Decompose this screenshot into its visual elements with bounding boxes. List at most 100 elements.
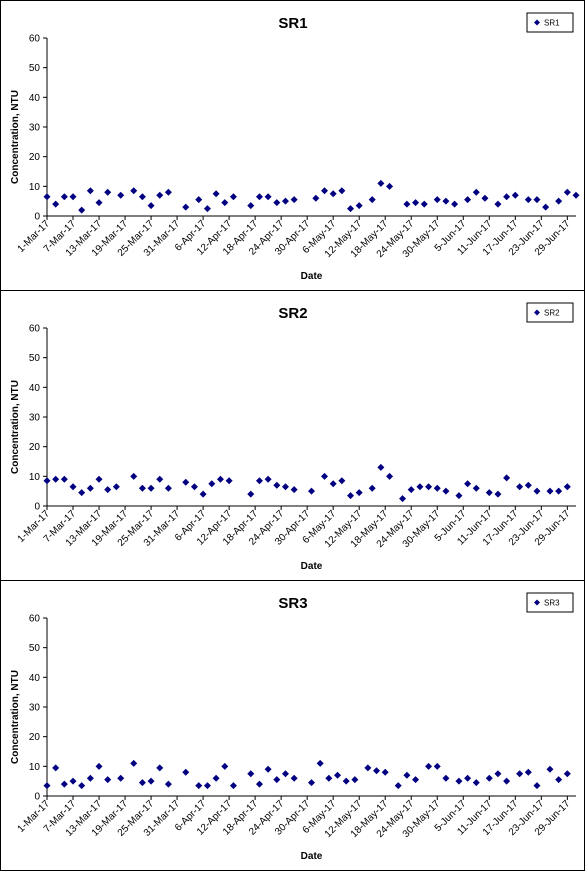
- data-point: [546, 765, 554, 773]
- y-axis-label: Concentration, NTU: [10, 670, 21, 764]
- y-tick-label: 60: [29, 614, 41, 625]
- data-point: [342, 777, 350, 785]
- data-point: [43, 193, 51, 201]
- chart-sr1: SR101020304050601-Mar-177-Mar-1713-Mar-1…: [10, 12, 580, 282]
- data-point: [112, 483, 120, 491]
- legend-box: [526, 302, 574, 323]
- data-point: [355, 202, 363, 210]
- data-point: [104, 188, 112, 196]
- y-tick-label: 40: [29, 93, 41, 104]
- data-point: [208, 480, 216, 488]
- data-point: [355, 489, 363, 497]
- legend-marker: [534, 19, 540, 26]
- data-point: [524, 768, 532, 776]
- data-point: [377, 179, 385, 187]
- data-point: [472, 188, 480, 196]
- data-point: [264, 475, 272, 483]
- data-point: [156, 475, 164, 483]
- data-point: [86, 187, 94, 195]
- data-point: [264, 193, 272, 201]
- data-point: [290, 774, 298, 782]
- y-tick-label: 60: [29, 324, 41, 335]
- data-point: [312, 194, 320, 202]
- data-point: [572, 191, 580, 199]
- y-tick-label: 60: [29, 34, 41, 45]
- data-point: [203, 782, 211, 790]
- data-point: [464, 196, 472, 204]
- legend-box: [526, 592, 574, 613]
- data-point: [464, 774, 472, 782]
- y-tick-label: 30: [29, 703, 41, 714]
- data-point: [86, 484, 94, 492]
- data-point: [255, 193, 263, 201]
- data-point: [164, 188, 172, 196]
- data-point: [130, 187, 138, 195]
- data-point: [533, 196, 541, 204]
- data-point: [212, 190, 220, 198]
- data-point: [503, 474, 511, 482]
- data-point: [221, 199, 229, 207]
- y-axis-label: Concentration, NTU: [10, 380, 21, 474]
- data-point: [455, 492, 463, 500]
- data-point: [347, 205, 355, 213]
- data-point: [273, 199, 281, 207]
- data-point: [156, 191, 164, 199]
- data-point: [147, 202, 155, 210]
- data-point: [442, 487, 450, 495]
- data-point: [485, 774, 493, 782]
- legend-marker: [534, 599, 540, 606]
- data-point: [494, 200, 502, 208]
- data-point: [281, 483, 289, 491]
- data-point: [533, 487, 541, 495]
- data-point: [281, 770, 289, 778]
- data-point: [216, 475, 224, 483]
- data-point: [247, 770, 255, 778]
- data-point: [373, 767, 381, 775]
- data-point: [425, 762, 433, 770]
- y-axis-label: Concentration, NTU: [10, 90, 21, 184]
- data-point: [247, 490, 255, 498]
- data-point: [60, 475, 68, 483]
- data-point: [117, 191, 125, 199]
- data-point: [433, 762, 441, 770]
- data-point: [381, 768, 389, 776]
- data-point: [524, 481, 532, 489]
- data-point: [130, 759, 138, 767]
- y-tick-label: 30: [29, 123, 41, 134]
- data-point: [503, 777, 511, 785]
- chart-title: SR2: [278, 305, 307, 322]
- y-tick-label: 50: [29, 63, 41, 74]
- x-axis-label: Date: [301, 851, 323, 862]
- data-point: [442, 774, 450, 782]
- data-point: [485, 489, 493, 497]
- data-point: [394, 782, 402, 790]
- chart-panel-sr1: SR1 0 10 20 30 40 50 60 1-Mar-17 7-Mar-17 13-Mar-1…: [0, 0, 585, 291]
- data-point: [255, 477, 263, 485]
- legend-label: SR1: [544, 19, 560, 28]
- data-point: [138, 193, 146, 201]
- data-point: [524, 196, 532, 204]
- data-point: [555, 776, 563, 784]
- data-point: [60, 780, 68, 788]
- data-point: [351, 776, 359, 784]
- data-point: [516, 770, 524, 778]
- data-point: [316, 759, 324, 767]
- data-point: [368, 196, 376, 204]
- chart-sr3: SR301020304050601-Mar-177-Mar-1713-Mar-1…: [10, 592, 576, 862]
- data-point: [433, 484, 441, 492]
- data-point: [182, 203, 190, 211]
- y-tick-label: 40: [29, 383, 41, 394]
- y-tick-label: 50: [29, 353, 41, 364]
- data-point: [442, 197, 450, 205]
- data-point: [138, 779, 146, 787]
- data-point: [182, 478, 190, 486]
- data-point: [273, 481, 281, 489]
- y-tick-label: 0: [34, 212, 40, 223]
- data-point: [503, 193, 511, 201]
- data-point: [321, 472, 329, 480]
- data-point: [334, 771, 342, 779]
- y-tick-label: 0: [34, 792, 40, 803]
- chart-title: SR1: [278, 15, 307, 32]
- data-point: [147, 484, 155, 492]
- data-point: [290, 196, 298, 204]
